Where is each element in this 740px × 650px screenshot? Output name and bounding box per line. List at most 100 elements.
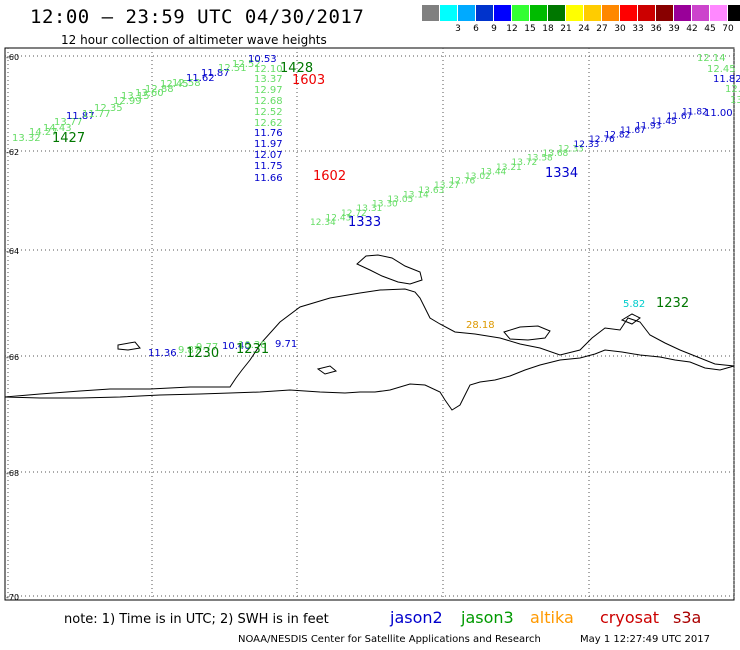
swh-value: 10.30 xyxy=(238,340,267,351)
track-time-label: 1428 xyxy=(280,61,313,76)
lat-tick-label: -64 xyxy=(6,247,19,256)
legend-label: 3 xyxy=(455,24,461,34)
swh-value: 12.35 xyxy=(94,103,123,114)
legend-label: 12 xyxy=(506,24,518,34)
swh-value: 13.21 xyxy=(496,163,522,173)
map-title: 12:00 — 23:59 UTC 04/30/2017 xyxy=(30,6,365,28)
swh-value: 11.66 xyxy=(254,173,283,184)
swh-value: 11.87 xyxy=(66,111,95,122)
legend-label: 18 xyxy=(542,24,554,34)
island-outline xyxy=(316,365,338,375)
island-outline xyxy=(503,325,551,341)
swh-value: 12.34 xyxy=(310,218,336,228)
swh-value: 12.43 xyxy=(326,213,352,223)
swh-value: 13.02 xyxy=(465,172,491,182)
swh-value: 13.05 xyxy=(388,195,414,205)
swh-value: 11.00 xyxy=(704,108,733,119)
legend-swatch xyxy=(692,5,709,21)
swh-value: 12.76 xyxy=(450,177,476,187)
swh-value: 13.58 xyxy=(527,154,553,164)
altimeter-map: -60-62-64-66-68-709093969910210513.3214.… xyxy=(4,47,740,602)
legend-label: 24 xyxy=(578,24,590,34)
swh-value: 13.72 xyxy=(512,158,538,168)
footer-note: note: 1) Time is in UTC; 2) SWH is in fe… xyxy=(64,612,329,627)
legend-label: 27 xyxy=(596,24,608,34)
swh-value: 9.71 xyxy=(275,339,297,350)
swh-value: 12.99 xyxy=(113,96,142,107)
legend-label: 21 xyxy=(560,24,572,34)
map-subtitle: 12 hour collection of altimeter wave hei… xyxy=(61,33,327,47)
legend-label: 42 xyxy=(686,24,698,34)
swh-value: 10.53 xyxy=(248,54,277,65)
swh-value: 13.63 xyxy=(419,186,445,196)
swh-value: 12.10 xyxy=(254,64,283,75)
legend-swatch xyxy=(548,5,565,21)
legend-label: 33 xyxy=(632,24,644,34)
lat-tick-label: -70 xyxy=(6,593,19,602)
island-outline xyxy=(117,341,141,351)
legend-label: 30 xyxy=(614,24,626,34)
lat-tick-label: -68 xyxy=(6,469,19,478)
swh-value: 11.82 xyxy=(682,108,708,118)
legend-swatch xyxy=(656,5,673,21)
track-time-label: 1333 xyxy=(348,215,381,230)
swh-value: 12.52 xyxy=(232,59,261,70)
legend-label: 9 xyxy=(491,24,497,34)
legend-swatch xyxy=(584,5,601,21)
track-time-label: 1231 xyxy=(236,342,269,357)
swh-value: 12.76 xyxy=(589,135,615,145)
legend-label: 39 xyxy=(668,24,680,34)
swh-value: 13 xyxy=(730,95,740,106)
timestamp-text: May 1 12:27:49 UTC 2017 xyxy=(580,634,710,645)
credit-text: NOAA/NESDIS Center for Satellite Applica… xyxy=(238,634,541,645)
swh-value: 13.68 xyxy=(543,149,569,159)
swh-value: 9.77 xyxy=(196,342,218,353)
lat-tick-label: -66 xyxy=(6,353,19,362)
swh-value: 11.97 xyxy=(254,139,283,150)
swh-value: 12.82 xyxy=(605,131,631,141)
swh-value: 13.44 xyxy=(481,167,507,177)
legend-jason3: jason3 xyxy=(461,608,514,627)
legend-swatch xyxy=(458,5,475,21)
track-time-label: 1230 xyxy=(186,346,219,361)
swh-value: 11.67 xyxy=(620,126,646,136)
legend-swatch xyxy=(602,5,619,21)
swh-value: 12.62 xyxy=(254,118,283,129)
swh-value: 11.62 xyxy=(186,73,215,84)
legend-swatch xyxy=(512,5,529,21)
swh-value: 11.93 xyxy=(636,121,662,131)
legend-label: 15 xyxy=(524,24,536,34)
legend-jason2: jason2 xyxy=(390,608,443,627)
swh-value: 9.87 xyxy=(178,345,200,356)
legend-label: 70 xyxy=(722,24,734,34)
swh-value: 13.14 xyxy=(403,190,429,200)
track-time-label: 1602 xyxy=(313,169,346,184)
swh-value: 28.18 xyxy=(466,320,495,331)
swh-value: 11.87 xyxy=(201,68,230,79)
legend-swatch xyxy=(620,5,637,21)
lat-tick-label: -62 xyxy=(6,148,19,157)
swh-value: 12.88 xyxy=(145,84,174,95)
swh-value: 12.33 xyxy=(558,144,584,154)
legend-label: 45 xyxy=(704,24,716,34)
swh-value: 11.36 xyxy=(148,348,177,359)
legend-label: 36 xyxy=(650,24,662,34)
legend-swatch xyxy=(476,5,493,21)
track-time-label: 1232 xyxy=(656,296,689,311)
lat-tick-label: -60 xyxy=(6,53,19,62)
swh-value: 12.45 xyxy=(160,79,189,90)
swh-value: 11.45 xyxy=(651,117,677,127)
swh-value: 13.31 xyxy=(357,204,383,214)
legend-swatch xyxy=(674,5,691,21)
swh-value: 12.97 xyxy=(254,85,283,96)
track-time-label: 1603 xyxy=(292,73,325,88)
legend-swatch xyxy=(566,5,583,21)
swh-value: 13.77 xyxy=(54,117,83,128)
island-outline xyxy=(620,313,641,325)
legend-altika: altika xyxy=(530,608,574,627)
swh-value: 5.82 xyxy=(623,299,645,310)
swh-value: 12.33 xyxy=(574,140,600,150)
island-outline xyxy=(356,254,423,285)
swh-value: 14.27 xyxy=(29,127,58,138)
legend-swatch xyxy=(422,5,439,21)
